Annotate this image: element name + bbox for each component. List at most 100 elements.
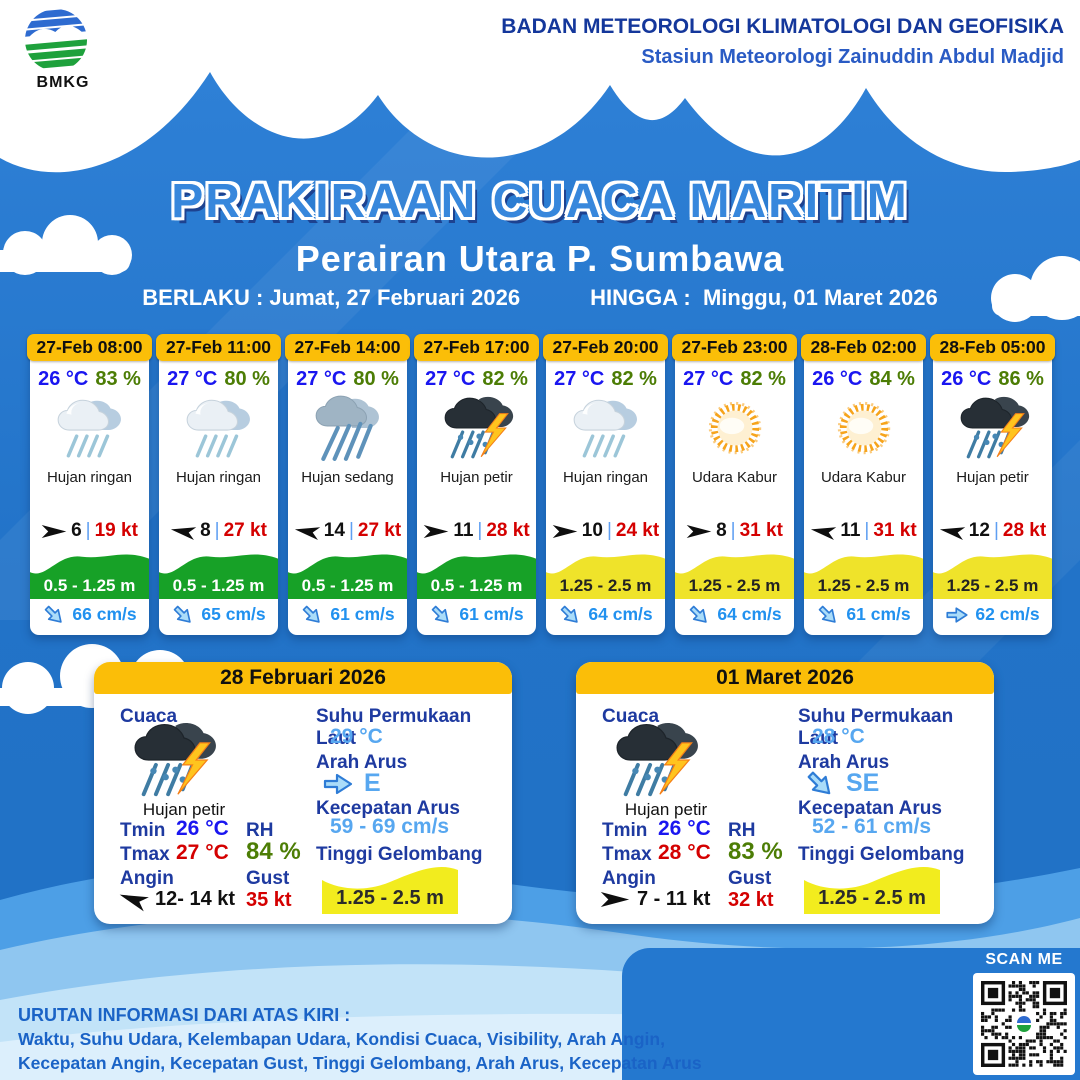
gust-label: Gust (246, 868, 290, 889)
wind-label: Angin (602, 868, 656, 889)
area-subtitle: Perairan Utara P. Sumbawa (295, 238, 785, 279)
rh-label: RH (246, 820, 274, 841)
weather-icon (827, 391, 901, 465)
air-temperature: 27 °C (296, 368, 347, 390)
wind-speed: 14 (323, 520, 345, 541)
air-temperature: 27 °C (683, 368, 734, 390)
weather-icon (53, 391, 127, 465)
wave-height: 1.25 - 2.5 m (817, 576, 910, 595)
tmax-label: Tmax (120, 844, 170, 865)
tmin-label: Tmin (602, 820, 648, 841)
weather-icon (956, 391, 1030, 465)
current-direction-icon (556, 600, 586, 630)
forecast-time: 27-Feb 08:00 (27, 334, 152, 361)
tmax-value: 27 °C (176, 841, 229, 864)
sea-surface-temp-value: 28 °C (812, 725, 865, 748)
wave-height: 1.25 - 2.5 m (946, 576, 1039, 595)
wind-gust: 27 kt (357, 520, 402, 541)
rh-value: 84 % (246, 838, 301, 865)
current-direction-icon (945, 606, 969, 624)
wind-range: 7 - 11 kt (637, 888, 711, 910)
forecast-card: 27-Feb 08:00 26 °C 83 % Hujan ringan 6 | 19… (27, 334, 152, 635)
condition-label: Hujan ringan (562, 469, 649, 486)
wind-direction-icon (293, 521, 321, 540)
wind-gust: 24 kt (615, 520, 660, 541)
wave-height: 1.25 - 2.5 m (818, 887, 926, 909)
current-direction-icon (427, 600, 457, 630)
wind-speed: 11 (453, 520, 474, 541)
wave-height-band: 1.25 - 2.5 m (675, 549, 794, 599)
wind-direction-icon (686, 524, 712, 539)
wind-label: Angin (120, 868, 174, 889)
rh-value: 83 % (728, 838, 783, 865)
air-temperature: 27 °C (425, 368, 476, 390)
wave-height-label: Tinggi Gelombang (316, 844, 483, 865)
current-direction-icon (298, 600, 328, 630)
forecast-time: 28-Feb 05:00 (930, 334, 1055, 361)
separator: | (214, 520, 220, 541)
forecast-time: 27-Feb 14:00 (285, 334, 410, 361)
wave-height-band: 0.5 - 1.25 m (288, 549, 407, 599)
weather-icon (182, 391, 256, 465)
daily-summary-card: 28 Februari 2026 Cuaca Hujan petir Tmin … (94, 662, 512, 924)
wind-direction-icon (116, 886, 150, 912)
forecast-time: 27-Feb 11:00 (156, 334, 281, 361)
wind-direction-icon (423, 524, 449, 539)
current-direction-icon (814, 600, 844, 630)
humidity: 82 % (482, 368, 528, 390)
wind-direction-icon (552, 524, 578, 539)
tmax-label: Tmax (602, 844, 652, 865)
weather-icon (611, 716, 699, 804)
wind-speed: 6 (71, 520, 82, 541)
wind-speed: 11 (840, 520, 861, 541)
separator: | (85, 520, 91, 541)
wind-speed: 8 (716, 520, 727, 541)
wind-gust: 31 kt (873, 520, 917, 541)
weather-icon (440, 391, 514, 465)
wave-height-band: 1.25 - 2.5 m (546, 549, 665, 599)
weather-icon (569, 391, 643, 465)
legend-line: Waktu, Suhu Udara, Kelembapan Udara, Kon… (18, 1029, 665, 1049)
page-title: PRAKIRAAN CUACA MARITIM (171, 175, 909, 228)
forecast-card: 27-Feb 14:00 27 °C 80 % Hujan sedang 14 | 2… (285, 334, 410, 635)
condition-label: Hujan sedang (301, 469, 394, 486)
forecast-time: 27-Feb 20:00 (543, 334, 668, 361)
cloud-shape (991, 256, 1080, 322)
current-speed: 61 cm/s (846, 604, 911, 624)
humidity: 82 % (740, 368, 786, 390)
wind-direction-icon (809, 521, 837, 540)
current-direction-value: E (364, 769, 381, 797)
cloud-shape (0, 215, 132, 275)
agency-name: BADAN METEOROLOGI KLIMATOLOGI DAN GEOFIS… (501, 15, 1064, 38)
wave-height: 0.5 - 1.25 m (301, 576, 394, 595)
tmin-value: 26 °C (658, 817, 711, 840)
air-temperature: 26 °C (812, 368, 863, 390)
forecast-card: 27-Feb 20:00 27 °C 82 % Hujan ringan 10 | 2… (543, 334, 668, 635)
wind-speed: 8 (200, 520, 211, 541)
daily-summary-card: 01 Maret 2026 Cuaca Hujan petir Tmin 26 … (576, 662, 994, 924)
wave-height: 0.5 - 1.25 m (172, 576, 265, 595)
current-direction-icon (685, 600, 715, 630)
station-name: Stasiun Meteorologi Zainuddin Abdul Madj… (641, 46, 1064, 68)
forecast-time: 27-Feb 17:00 (414, 334, 539, 361)
wave-height-label: Tinggi Gelombang (798, 844, 965, 865)
current-direction-icon (322, 772, 354, 796)
wave-height: 1.25 - 2.5 m (336, 887, 444, 909)
air-temperature: 27 °C (167, 368, 218, 390)
separator: | (993, 520, 999, 541)
qr-code-art (981, 981, 1067, 1067)
current-speed-value: 59 - 69 cm/s (330, 815, 450, 838)
current-direction-icon (169, 600, 199, 630)
tmin-label: Tmin (120, 820, 166, 841)
wind-gust: 27 kt (223, 520, 267, 541)
separator: | (348, 520, 354, 541)
bmkg-logo: BMKG (18, 6, 108, 92)
humidity: 84 % (869, 368, 915, 390)
condition-label: Hujan ringan (175, 469, 262, 486)
condition-label: Hujan petir (624, 800, 708, 819)
humidity: 80 % (353, 368, 399, 390)
condition-label: Hujan petir (440, 469, 513, 486)
wave-height-band: 1.25 - 2.5 m (804, 549, 923, 599)
condition-label: Hujan petir (142, 800, 226, 819)
